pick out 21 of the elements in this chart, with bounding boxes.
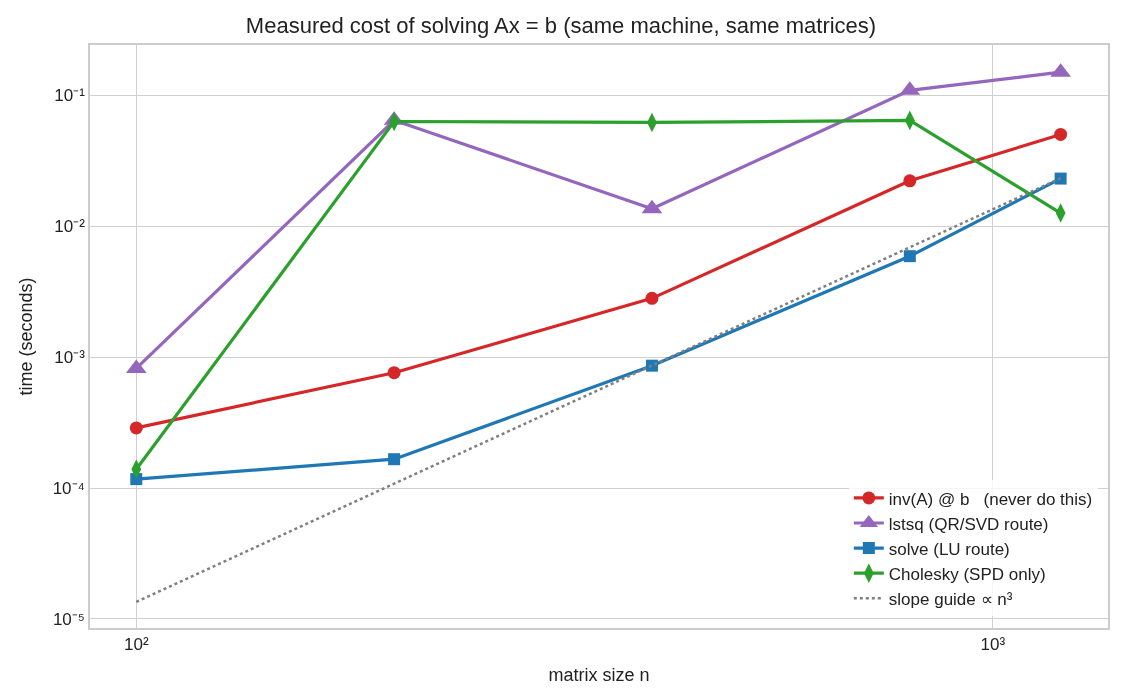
legend-label: lstsq (QR/SVD route) xyxy=(888,514,1049,534)
point xyxy=(903,174,917,188)
y-tick-label: 10⁻³ xyxy=(54,348,86,368)
point xyxy=(388,453,401,466)
legend-label: slope guide ∝ n³ xyxy=(888,589,1013,609)
point xyxy=(903,250,916,263)
point xyxy=(129,421,143,435)
y-axis-title: time (seconds) xyxy=(16,277,37,396)
x-tick-label: 10³ xyxy=(980,635,1006,655)
legend-label: inv(A) @ b (never do this) xyxy=(888,489,1093,509)
y-tick-label: 10⁻⁵ xyxy=(52,609,85,629)
x-tick-label: 10² xyxy=(124,635,149,655)
x-axis-title: matrix size n xyxy=(548,664,650,685)
chart-title: Measured cost of solving Ax = b (same machine, same matrices) xyxy=(245,12,877,38)
legend-label: solve (LU route) xyxy=(888,539,1010,559)
point xyxy=(387,366,401,380)
point xyxy=(645,291,659,305)
y-tick-label: 10⁻⁴ xyxy=(52,478,85,498)
legend-label: Cholesky (SPD only) xyxy=(888,564,1046,584)
y-tick-label: 10⁻² xyxy=(54,217,86,237)
y-tick-label: 10⁻¹ xyxy=(54,86,86,106)
